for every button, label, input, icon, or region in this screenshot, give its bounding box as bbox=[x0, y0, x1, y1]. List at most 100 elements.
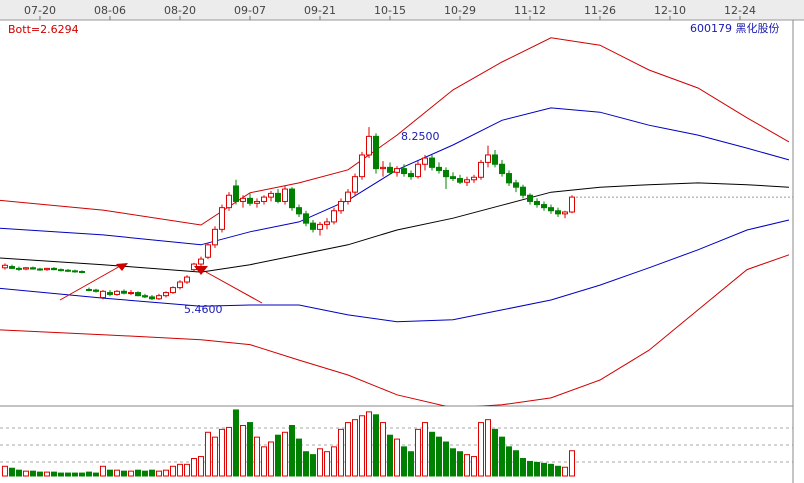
candle-body bbox=[281, 188, 288, 202]
volume-bar bbox=[330, 446, 337, 477]
candle-body bbox=[400, 168, 407, 175]
volume-bar bbox=[36, 471, 43, 477]
stock-label: 600179 黑化股份 bbox=[690, 21, 780, 35]
x-tick-label: 10-15 bbox=[374, 4, 406, 17]
candle-body bbox=[506, 173, 513, 184]
volume-bar bbox=[569, 450, 576, 477]
volume-bar bbox=[442, 441, 449, 477]
candle-body bbox=[15, 267, 22, 270]
candle-body bbox=[477, 161, 484, 178]
volume-bar bbox=[15, 469, 22, 477]
volume-bar bbox=[113, 469, 120, 477]
candle-body bbox=[485, 154, 492, 163]
volume-bar bbox=[253, 436, 260, 477]
candle-body bbox=[204, 244, 211, 258]
volume-bar bbox=[148, 469, 155, 477]
candle-body bbox=[246, 197, 253, 204]
volume-bar bbox=[520, 458, 527, 477]
volume-bar bbox=[414, 428, 421, 477]
volume-bar bbox=[8, 467, 15, 477]
volume-bar bbox=[281, 431, 288, 477]
volume-bar bbox=[421, 422, 428, 477]
volume-bar bbox=[492, 428, 499, 477]
candle-body bbox=[470, 176, 477, 181]
candle-body bbox=[386, 166, 393, 173]
volume-bar bbox=[183, 463, 190, 477]
candle-body bbox=[85, 288, 92, 291]
candle-body bbox=[225, 194, 232, 209]
candle-body bbox=[78, 270, 85, 273]
volume-bar bbox=[50, 471, 57, 477]
candle-body bbox=[393, 168, 400, 173]
candle-body bbox=[295, 207, 302, 215]
band-lines bbox=[0, 37, 790, 406]
candle-body bbox=[57, 269, 64, 272]
volume-bar bbox=[372, 414, 379, 477]
volume-bar bbox=[134, 469, 141, 477]
candle-body bbox=[492, 154, 499, 165]
volume-bar bbox=[379, 422, 386, 477]
candles bbox=[1, 127, 576, 301]
volume-bar bbox=[176, 463, 183, 477]
candle-body bbox=[513, 182, 520, 188]
volume-bar bbox=[555, 465, 562, 477]
candle-body bbox=[414, 163, 421, 178]
volume-bar bbox=[211, 436, 218, 477]
volume-bar bbox=[562, 466, 569, 477]
volume-bar bbox=[541, 462, 548, 477]
trend-arrow bbox=[205, 271, 263, 304]
candle-body bbox=[92, 289, 99, 292]
volume-bar bbox=[288, 424, 295, 477]
candle-body bbox=[555, 210, 562, 215]
volume-bar bbox=[534, 461, 541, 477]
candle-body bbox=[309, 222, 316, 230]
candle-body bbox=[358, 154, 365, 178]
candle-body bbox=[148, 296, 155, 300]
candle-body bbox=[134, 292, 141, 297]
volume-bar bbox=[393, 438, 400, 477]
candle-body bbox=[323, 221, 330, 225]
volume-bar bbox=[260, 446, 267, 477]
x-tick-label: 12-10 bbox=[654, 4, 686, 17]
volume-bar bbox=[162, 469, 169, 477]
volume-bar bbox=[274, 434, 281, 477]
indicator-label: Bott=2.6294 bbox=[8, 23, 79, 36]
candle-body bbox=[155, 295, 162, 300]
x-tick-label: 08-06 bbox=[94, 4, 126, 17]
candle-body bbox=[520, 186, 527, 196]
candle-body bbox=[330, 210, 337, 223]
candle-body bbox=[127, 292, 134, 295]
x-tick-label: 11-26 bbox=[584, 4, 616, 17]
volume-bar bbox=[127, 470, 134, 477]
candle-body bbox=[527, 194, 534, 202]
candle-body bbox=[162, 292, 169, 297]
arrow-head bbox=[116, 263, 128, 271]
date-bar bbox=[0, 0, 804, 20]
candle-body bbox=[99, 290, 106, 299]
candle-body bbox=[302, 213, 309, 224]
candle-body bbox=[316, 223, 323, 230]
candle-body bbox=[71, 270, 78, 273]
candle-body bbox=[267, 192, 274, 198]
candle-body bbox=[239, 197, 246, 202]
volume-bar bbox=[449, 448, 456, 477]
volume-bar bbox=[400, 446, 407, 477]
candle-body bbox=[534, 200, 541, 206]
volume-bar bbox=[548, 463, 555, 477]
x-tick-label: 11-12 bbox=[514, 4, 546, 17]
candle-body bbox=[562, 211, 569, 215]
volume-bar bbox=[43, 471, 50, 477]
volume-bar bbox=[85, 471, 92, 477]
candle-body bbox=[435, 166, 442, 171]
volume-bar bbox=[499, 436, 506, 477]
volume-bar bbox=[232, 409, 239, 477]
volume-bar bbox=[64, 472, 71, 477]
candle-body bbox=[541, 204, 548, 209]
volume-bar bbox=[57, 472, 64, 477]
band-line bbox=[0, 219, 790, 323]
volume-bar bbox=[99, 465, 106, 477]
candle-body bbox=[569, 196, 576, 213]
volume-bar bbox=[344, 422, 351, 477]
volume-bar bbox=[92, 472, 99, 477]
